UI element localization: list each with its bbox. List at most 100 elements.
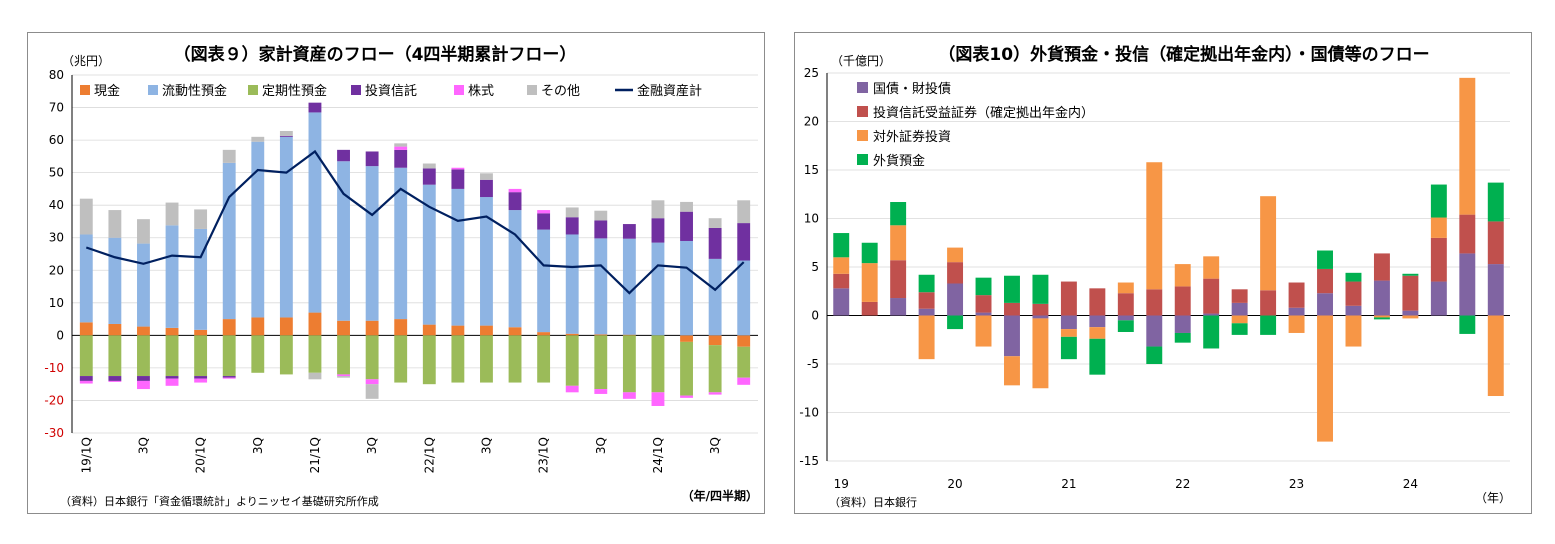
bar-segment-外貨預金 bbox=[1430, 184, 1447, 218]
bar-segment-投資信託 bbox=[680, 211, 693, 241]
x-year-label: 22 bbox=[1175, 477, 1190, 491]
x-tick-label: 20/1Q bbox=[194, 437, 208, 473]
bar-segment-投資信託 bbox=[594, 220, 608, 239]
bar-segment-株式 bbox=[365, 379, 379, 385]
total-assets-line bbox=[85, 149, 745, 295]
y-tick-label: 40 bbox=[49, 198, 64, 212]
bar-segment-定期性預金 bbox=[222, 335, 236, 377]
bar-segment-国債・財投債 bbox=[1146, 315, 1163, 347]
bar-segment-対外証券投資 bbox=[861, 263, 878, 302]
bar-segment-その他 bbox=[708, 218, 722, 228]
bar-segment-対外証券投資 bbox=[1402, 315, 1419, 319]
bar-segment-対外証券投資 bbox=[1089, 327, 1106, 339]
bar-segment-外貨預金 bbox=[1203, 315, 1220, 349]
y-tick-label: 80 bbox=[49, 68, 64, 82]
bar-segment-投資信託受益証券（確定拠出年金内） bbox=[890, 260, 907, 299]
bar-segment-流動性預金 bbox=[251, 141, 265, 318]
bar-segment-現金 bbox=[480, 325, 493, 336]
bar-segment-株式 bbox=[622, 392, 636, 399]
bar-segment-対外証券投資 bbox=[1288, 315, 1305, 333]
bar-segment-定期性預金 bbox=[279, 335, 293, 375]
bar-segment-株式 bbox=[222, 377, 236, 379]
bar-segment-外貨預金 bbox=[1402, 273, 1419, 276]
x-year-label: 24 bbox=[1403, 477, 1418, 491]
bar-segment-国債・財投債 bbox=[1288, 307, 1305, 316]
bar-segment-投資信託 bbox=[137, 376, 150, 381]
legend-swatch bbox=[351, 85, 361, 95]
x-tick-label: 19/1Q bbox=[79, 437, 93, 473]
bar-segment-外貨預金 bbox=[1231, 323, 1248, 335]
bar-segment-その他 bbox=[137, 219, 150, 244]
bar-segment-その他 bbox=[308, 372, 322, 380]
y-tick-label: -10 bbox=[799, 406, 819, 420]
y-tick-label: 10 bbox=[49, 296, 64, 310]
x-tick-label: 3Q bbox=[479, 437, 493, 454]
bar-segment-株式 bbox=[680, 395, 693, 398]
bar-segment-対外証券投資 bbox=[947, 247, 964, 263]
x-tick-label: 3Q bbox=[365, 437, 379, 454]
bar-segment-投資信託 bbox=[194, 376, 208, 379]
bar-segment-流動性預金 bbox=[194, 228, 208, 330]
y-tick-label: 20 bbox=[49, 263, 64, 277]
bar-segment-株式 bbox=[651, 392, 665, 406]
bar-segment-株式 bbox=[737, 377, 751, 385]
bar-segment-投資信託受益証券（確定拠出年金内） bbox=[918, 292, 935, 309]
bar-segment-対外証券投資 bbox=[1487, 315, 1504, 397]
legend-label: 対外証券投資 bbox=[873, 129, 951, 145]
y-tick-label: 30 bbox=[49, 231, 64, 245]
bar-segment-国債・財投債 bbox=[918, 308, 935, 316]
bar-segment-外貨預金 bbox=[918, 274, 935, 293]
bar-segment-対外証券投資 bbox=[1317, 315, 1333, 442]
bar-segment-定期性預金 bbox=[737, 346, 751, 378]
bar-segment-投資信託受益証券（確定拠出年金内） bbox=[1032, 303, 1049, 316]
bar-segment-定期性預金 bbox=[480, 335, 493, 383]
bar-segment-対外証券投資 bbox=[1004, 356, 1020, 386]
bar-segment-投資信託 bbox=[165, 376, 179, 379]
bar-segment-流動性預金 bbox=[508, 210, 522, 328]
bar-segment-その他 bbox=[165, 202, 179, 226]
chart-title: （図表10）外貨預金・投信（確定拠出年金内）・国債等のフロー bbox=[938, 44, 1429, 65]
bar-segment-現金 bbox=[565, 333, 579, 336]
y-unit-label: （千億円） bbox=[831, 54, 891, 68]
bar-segment-国債・財投債 bbox=[833, 288, 850, 316]
bar-segment-その他 bbox=[565, 207, 579, 218]
bar-segment-その他 bbox=[680, 201, 693, 212]
chart-title: （図表９）家計資産のフロー（4四半期累計フロー） bbox=[174, 44, 577, 65]
bar-segment-国債・財投債 bbox=[1174, 315, 1191, 333]
bar-segment-投資信託受益証券（確定拠出年金内） bbox=[1231, 289, 1248, 303]
bar-segment-定期性預金 bbox=[165, 335, 179, 377]
bar-segment-その他 bbox=[737, 200, 751, 224]
legend: 現金 流動性預金 定期性預金 投資信託 株式 その他 金融資産計 bbox=[80, 83, 702, 99]
x-unit-label: （年） bbox=[1475, 491, 1511, 505]
bar-segment-外貨預金 bbox=[947, 315, 964, 330]
line-layer bbox=[85, 149, 745, 295]
bar-segment-国債・財投債 bbox=[1345, 305, 1362, 316]
bar-segment-投資信託 bbox=[565, 217, 579, 235]
bar-segment-外貨預金 bbox=[1004, 275, 1020, 303]
bar-segment-流動性預金 bbox=[594, 238, 608, 335]
legend-swatch bbox=[857, 82, 868, 93]
bar-segment-その他 bbox=[251, 136, 265, 142]
bar-segment-株式 bbox=[594, 389, 608, 394]
bar-segment-対外証券投資 bbox=[1373, 315, 1390, 318]
legend-label: 外貨預金 bbox=[873, 153, 925, 169]
legend-swatch bbox=[148, 85, 158, 95]
bar-segment-定期性預金 bbox=[337, 335, 350, 375]
legend-label: 現金 bbox=[94, 83, 120, 99]
bar-segment-外貨預金 bbox=[1174, 332, 1191, 343]
bars-layer bbox=[833, 77, 1504, 442]
bar-segment-投資信託受益証券（確定拠出年金内） bbox=[1345, 281, 1362, 306]
bar-segment-投資信託 bbox=[508, 192, 522, 211]
bar-segment-流動性預金 bbox=[451, 188, 465, 326]
bar-segment-その他 bbox=[337, 376, 350, 378]
legend-label: その他 bbox=[541, 84, 580, 99]
bar-segment-その他 bbox=[108, 210, 122, 238]
bar-segment-国債・財投債 bbox=[1060, 315, 1077, 330]
bar-segment-投資信託受益証券（確定拠出年金内） bbox=[1288, 282, 1305, 308]
bar-segment-定期性預金 bbox=[308, 335, 322, 373]
bar-segment-外貨預金 bbox=[1260, 315, 1277, 335]
bar-segment-投資信託受益証券（確定拠出年金内） bbox=[1459, 214, 1476, 254]
bar-segment-対外証券投資 bbox=[1260, 196, 1277, 291]
bar-segment-投資信託受益証券（確定拠出年金内） bbox=[1089, 288, 1106, 316]
bar-segment-投資信託 bbox=[108, 376, 122, 381]
